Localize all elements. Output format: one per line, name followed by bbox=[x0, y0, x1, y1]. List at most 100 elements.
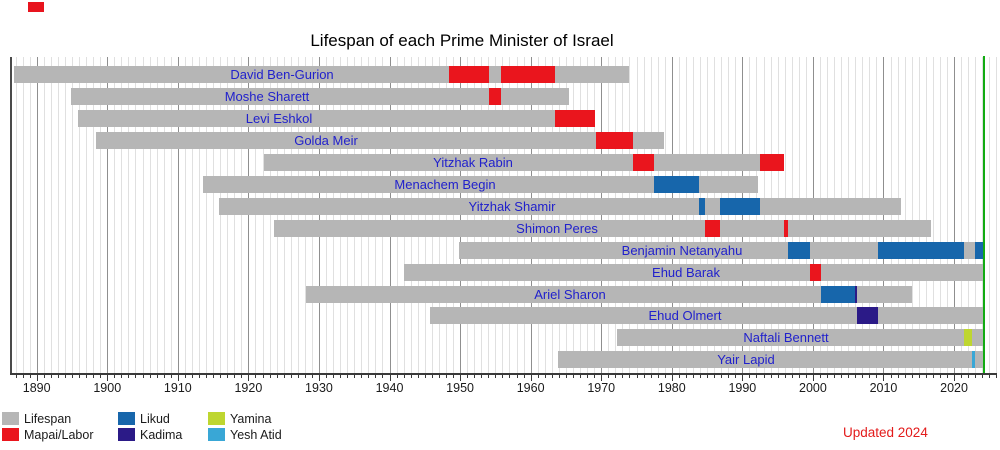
axis-tick-minor bbox=[996, 374, 998, 378]
axis-tick-minor bbox=[467, 374, 469, 378]
gridline-minor bbox=[636, 57, 638, 373]
gridline-minor bbox=[629, 57, 631, 373]
axis-tick-minor bbox=[495, 374, 497, 378]
axis-tick-minor bbox=[636, 374, 638, 378]
gridline-minor bbox=[763, 57, 765, 373]
axis-tick-major bbox=[530, 374, 532, 381]
gridline-minor bbox=[897, 57, 899, 373]
lifespan-bar bbox=[14, 66, 630, 83]
axis-tick-minor bbox=[565, 374, 567, 378]
legend-label: Kadima bbox=[140, 428, 183, 442]
axis-tick-minor bbox=[763, 374, 765, 378]
axis-tick-minor bbox=[375, 374, 377, 378]
term-segment-mapai-labor bbox=[760, 153, 784, 171]
lifespan-bar bbox=[218, 197, 902, 215]
bar-label: Yitzhak Rabin bbox=[433, 154, 513, 170]
term-segment-likud bbox=[821, 285, 855, 303]
axis-tick-minor bbox=[918, 374, 920, 378]
axis-tick-major bbox=[460, 374, 462, 381]
axis-tick-minor bbox=[707, 374, 709, 378]
gridline-minor bbox=[149, 57, 151, 373]
bar-label: Naftali Bennett bbox=[743, 330, 829, 346]
axis-tick-label: 1940 bbox=[375, 381, 404, 395]
axis-tick-minor bbox=[93, 374, 95, 378]
gridline-minor bbox=[114, 57, 116, 373]
axis-tick-minor bbox=[438, 374, 440, 378]
axis-tick-minor bbox=[643, 374, 645, 378]
axis-tick-minor bbox=[283, 374, 285, 378]
term-segment-likud bbox=[653, 175, 699, 193]
legend-swatch-mapai-labor bbox=[2, 428, 19, 441]
term-segment-likud bbox=[788, 241, 810, 259]
gridline-minor bbox=[170, 57, 172, 373]
gridline-minor bbox=[848, 57, 850, 373]
term-segment-mapai-labor bbox=[783, 219, 789, 237]
gridline-minor bbox=[382, 57, 384, 373]
gridline-minor bbox=[184, 57, 186, 373]
axis-tick-label: 2020 bbox=[940, 381, 968, 395]
gridline-minor bbox=[283, 57, 285, 373]
gridline-minor bbox=[220, 57, 222, 373]
axis-tick-minor bbox=[488, 374, 490, 378]
gridline-minor bbox=[198, 57, 200, 373]
gridline-major bbox=[883, 57, 885, 373]
axis-tick-major bbox=[954, 374, 956, 381]
axis-tick-minor bbox=[57, 374, 59, 378]
gridline-minor bbox=[678, 57, 680, 373]
gridline-minor bbox=[819, 57, 821, 373]
gridline-minor bbox=[227, 57, 229, 373]
term-segment-likud bbox=[719, 197, 761, 215]
gridline-minor bbox=[142, 57, 144, 373]
bar-label: Ehud Barak bbox=[652, 264, 720, 280]
axis-tick-minor bbox=[149, 374, 151, 378]
gridline-minor bbox=[79, 57, 81, 373]
axis-tick-label: 1930 bbox=[305, 381, 333, 395]
axis-tick-minor bbox=[22, 374, 24, 378]
gridline-minor bbox=[918, 57, 920, 373]
gridline-major bbox=[812, 57, 814, 373]
gridline-minor bbox=[135, 57, 137, 373]
axis-tick-minor bbox=[509, 374, 511, 378]
term-segment-mapai-labor bbox=[555, 109, 596, 127]
axis-tick-minor bbox=[396, 374, 398, 378]
gridline-minor bbox=[304, 57, 306, 373]
axis-tick-minor bbox=[608, 374, 610, 378]
axis-tick-minor bbox=[629, 374, 631, 378]
term-segment-likud bbox=[698, 197, 705, 215]
axis-tick-minor bbox=[213, 374, 215, 378]
axis-tick-minor bbox=[241, 374, 243, 378]
gridline-major bbox=[107, 57, 109, 373]
gridline-minor bbox=[340, 57, 342, 373]
axis-tick-minor bbox=[86, 374, 88, 378]
axis-tick-minor bbox=[297, 374, 299, 378]
axis-tick-minor bbox=[897, 374, 899, 378]
axis-tick-minor bbox=[29, 374, 31, 378]
lifespan-bar bbox=[616, 329, 983, 347]
axis-tick-minor bbox=[227, 374, 229, 378]
axis-tick-minor bbox=[354, 374, 356, 378]
gridline-minor bbox=[326, 57, 328, 373]
axis-tick-minor bbox=[827, 374, 829, 378]
gridline-minor bbox=[71, 57, 73, 373]
lifespan-bar bbox=[458, 241, 983, 259]
gridline-minor bbox=[64, 57, 66, 373]
axis-tick-minor bbox=[946, 374, 948, 378]
legend-swatch-lifespan bbox=[2, 412, 19, 425]
axis-tick-minor bbox=[537, 374, 539, 378]
gridline-minor bbox=[262, 57, 264, 373]
gridline-minor bbox=[347, 57, 349, 373]
axis-tick-major bbox=[107, 374, 109, 381]
gridline-minor bbox=[939, 57, 941, 373]
gridline-minor bbox=[22, 57, 24, 373]
gridline-minor bbox=[968, 57, 970, 373]
gridline-minor bbox=[777, 57, 779, 373]
gridline-minor bbox=[474, 57, 476, 373]
axis-tick-minor bbox=[925, 374, 927, 378]
axis-tick-minor bbox=[989, 374, 991, 378]
axis-tick-minor bbox=[347, 374, 349, 378]
gridline-major bbox=[460, 57, 462, 373]
gridline-minor bbox=[424, 57, 426, 373]
term-segment-yesh-atid bbox=[971, 351, 975, 369]
gridline-minor bbox=[213, 57, 215, 373]
